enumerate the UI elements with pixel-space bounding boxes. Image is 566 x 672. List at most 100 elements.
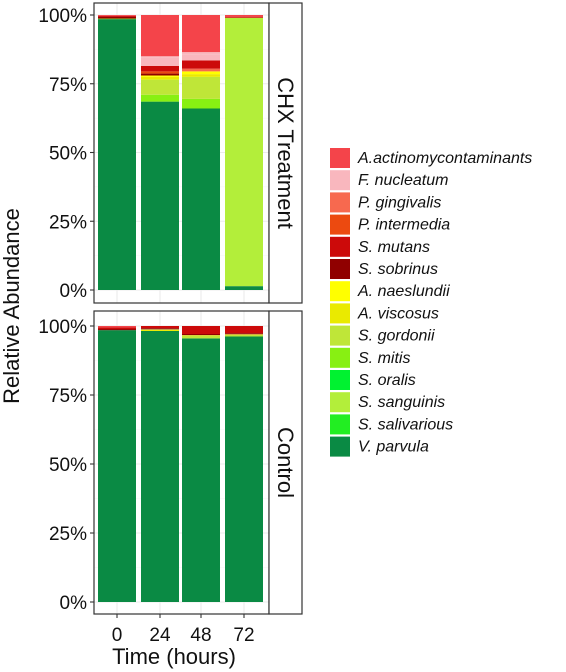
legend-swatch bbox=[330, 347, 350, 368]
bar-72 bbox=[225, 326, 263, 602]
bar-segment bbox=[225, 17, 263, 287]
x-axis: 0 24 48 72 bbox=[112, 614, 255, 646]
bar-segment bbox=[225, 333, 263, 335]
legend-swatch bbox=[330, 303, 350, 324]
bar-segment bbox=[141, 330, 179, 602]
bar-segment bbox=[225, 334, 263, 335]
legend-label: A.actinomycontaminants bbox=[357, 150, 532, 167]
legend-item: S. mitis bbox=[330, 347, 410, 368]
legend-label: A. viscosus bbox=[357, 305, 439, 322]
y-tick-label: 75% bbox=[49, 386, 87, 407]
legend-item: F. nucleatum bbox=[330, 170, 448, 191]
legend-item: A. naeslundii bbox=[330, 281, 450, 302]
bar-segment bbox=[98, 329, 136, 331]
panel-1: Control 0% 25% 50% 75% 100% bbox=[38, 310, 303, 615]
bar-segment bbox=[141, 76, 179, 80]
bar-segment bbox=[182, 71, 220, 75]
y-tick-label: 75% bbox=[49, 75, 87, 96]
y-tick-label: 50% bbox=[49, 455, 87, 476]
bar-segment bbox=[98, 327, 136, 330]
y-axis-title: Relative Abundance bbox=[0, 208, 24, 404]
legend-label: P. intermedia bbox=[358, 217, 450, 234]
y-tick-label: 25% bbox=[49, 524, 87, 545]
legend-label: S. mutans bbox=[358, 239, 430, 256]
bar-48 bbox=[182, 15, 220, 290]
legend-swatch bbox=[330, 392, 350, 413]
legend-item: A.actinomycontaminants bbox=[330, 148, 532, 168]
bar-segment bbox=[182, 338, 220, 602]
bar-segment bbox=[98, 18, 136, 20]
bar-segment bbox=[98, 15, 136, 17]
bar-segment bbox=[98, 330, 136, 602]
bar-segment bbox=[141, 79, 179, 95]
y-tick-label: 100% bbox=[38, 317, 87, 338]
legend-label: S. oralis bbox=[358, 372, 416, 389]
bar-segment bbox=[182, 15, 220, 53]
legend-swatch bbox=[330, 214, 350, 235]
legend-label: S. gordonii bbox=[358, 328, 435, 345]
bar-24 bbox=[141, 15, 179, 290]
bar-segment bbox=[182, 334, 220, 336]
legend-label: V. parvula bbox=[358, 439, 429, 456]
bar-segment bbox=[182, 60, 220, 69]
legend-swatch bbox=[330, 414, 350, 435]
bar-segment bbox=[182, 68, 220, 72]
y-tick-label: 100% bbox=[38, 6, 87, 27]
legend-item: P. intermedia bbox=[330, 214, 450, 235]
bar-segment bbox=[225, 334, 263, 337]
legend-label: A. naeslundii bbox=[357, 283, 450, 300]
legend: A.actinomycontaminants F. nucleatum P. gin… bbox=[330, 148, 532, 457]
legend-item: P. gingivalis bbox=[330, 192, 441, 213]
x-axis-title: Time (hours) bbox=[112, 644, 236, 669]
x-tick-label: 72 bbox=[233, 625, 254, 646]
bar-segment bbox=[182, 108, 220, 290]
legend-item: S. oralis bbox=[330, 370, 416, 390]
bar-segment bbox=[225, 286, 263, 290]
legend-item: S. mutans bbox=[330, 236, 430, 257]
x-tick-label: 0 bbox=[112, 625, 123, 646]
bar-48 bbox=[182, 326, 220, 602]
legend-swatch bbox=[330, 192, 350, 213]
bar-segment bbox=[182, 52, 220, 55]
legend-label: S. salivarious bbox=[358, 416, 453, 433]
facet-strip bbox=[268, 310, 303, 615]
legend-item: S. salivarious bbox=[330, 414, 453, 435]
legend-item: S. sanguinis bbox=[330, 392, 445, 413]
bar-segment bbox=[141, 329, 179, 330]
bar-segment bbox=[141, 57, 179, 66]
bar-segment bbox=[141, 65, 179, 72]
facet-panels: CHX Treatment 0% 25% 50% 75% 100% Control 0% 25%… bbox=[38, 2, 303, 615]
legend-swatch bbox=[330, 370, 350, 390]
legend-item: A. viscosus bbox=[330, 303, 439, 324]
bar-segment bbox=[225, 326, 263, 334]
bar-segment bbox=[182, 54, 220, 61]
bar-segment bbox=[141, 328, 179, 330]
bar-segment bbox=[182, 98, 220, 109]
y-tick-label: 50% bbox=[49, 144, 87, 165]
bar-segment bbox=[98, 19, 136, 290]
legend-swatch bbox=[330, 170, 350, 191]
legend-swatch bbox=[330, 259, 350, 279]
bar-segment bbox=[141, 15, 179, 57]
bar-segment bbox=[141, 101, 179, 290]
legend-item: S. sobrinus bbox=[330, 259, 438, 279]
legend-label: S. sanguinis bbox=[358, 394, 445, 411]
legend-label: S. mitis bbox=[358, 350, 410, 367]
x-tick-label: 48 bbox=[190, 625, 211, 646]
bar-segment bbox=[141, 71, 179, 74]
facet-label: Control bbox=[273, 427, 298, 498]
legend-swatch bbox=[330, 281, 350, 302]
bar-segment bbox=[141, 56, 179, 58]
y-tick-label: 0% bbox=[60, 593, 88, 614]
legend-swatch bbox=[330, 436, 350, 457]
bar-segment bbox=[98, 326, 136, 328]
legend-label: P. gingivalis bbox=[358, 194, 441, 211]
bar-segment bbox=[141, 75, 179, 77]
facet-strip bbox=[268, 2, 303, 304]
x-tick-label: 24 bbox=[149, 625, 171, 646]
y-tick-label: 0% bbox=[60, 281, 88, 302]
bar-segment bbox=[98, 16, 136, 19]
bar-segment bbox=[141, 326, 179, 329]
facet-label: CHX Treatment bbox=[273, 77, 298, 229]
